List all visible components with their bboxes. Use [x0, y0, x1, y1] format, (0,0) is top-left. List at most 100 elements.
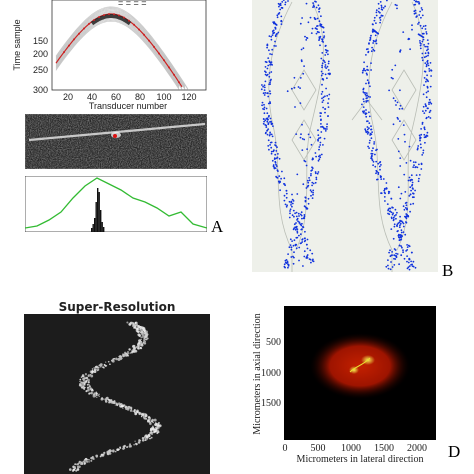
- localization-point: [312, 182, 315, 185]
- localization-point: [278, 4, 281, 6]
- localization-point: [375, 169, 378, 172]
- track-point: [133, 444, 135, 446]
- localization-point: [265, 71, 267, 74]
- localization-point: [368, 43, 370, 45]
- localization-point: [306, 247, 309, 250]
- localization-point: [414, 3, 417, 6]
- localization-point: [276, 16, 279, 19]
- localization-point: [368, 127, 370, 130]
- track-point: [133, 411, 137, 414]
- track-point: [85, 376, 89, 380]
- localization-point: [266, 73, 269, 76]
- localization-point: [418, 2, 420, 5]
- localization-point: [305, 164, 308, 167]
- localization-point: [272, 32, 274, 34]
- localization-point: [299, 87, 301, 89]
- track-point: [139, 346, 143, 350]
- localization-point: [303, 65, 305, 67]
- hyperbola-trace: [55, 20, 180, 90]
- localization-point: [389, 255, 392, 258]
- localization-point: [419, 10, 421, 13]
- localization-point: [278, 157, 281, 160]
- track-point: [86, 460, 89, 463]
- track-point: [152, 427, 155, 431]
- localization-point: [272, 125, 274, 127]
- localization-point: [327, 106, 330, 108]
- track-point: [137, 341, 141, 345]
- track-point: [99, 363, 103, 367]
- hyperbola-trace: [55, 8, 186, 87]
- localization-point: [298, 215, 300, 217]
- localization-point: [397, 186, 400, 189]
- localization-point: [267, 139, 270, 142]
- track-point: [138, 334, 141, 338]
- localization-point: [279, 181, 282, 183]
- localization-point: [326, 65, 329, 68]
- localization-point: [365, 97, 368, 100]
- localization-point: [269, 92, 272, 95]
- localization-point: [372, 39, 375, 42]
- localization-point: [292, 200, 295, 202]
- localization-point: [299, 213, 302, 216]
- localization-point: [382, 178, 385, 180]
- localization-point: [285, 205, 288, 208]
- localization-point: [327, 60, 330, 63]
- localization-point: [266, 129, 269, 132]
- track-point: [78, 461, 82, 464]
- localization-point: [419, 136, 422, 139]
- localization-point: [289, 244, 292, 247]
- track-point: [97, 394, 99, 396]
- track-point: [135, 346, 138, 349]
- track-point: [111, 449, 115, 453]
- localization-point: [311, 169, 314, 171]
- localization-point: [326, 123, 328, 125]
- localization-point: [402, 225, 405, 228]
- hyperbola-marker: [168, 66, 170, 69]
- localization-point: [379, 1, 382, 3]
- localization-point: [269, 53, 271, 55]
- localization-point: [385, 187, 388, 189]
- localization-point: [271, 64, 273, 66]
- localization-point: [407, 38, 410, 41]
- localization-point: [281, 7, 284, 9]
- localization-point: [323, 60, 325, 62]
- localization-point: [299, 136, 302, 139]
- track-point: [93, 367, 95, 369]
- localization-point: [402, 31, 405, 33]
- track-point: [87, 374, 90, 378]
- localization-point: [318, 20, 321, 23]
- localization-point: [267, 118, 269, 121]
- localization-point: [389, 268, 392, 271]
- localization-point: [390, 228, 393, 231]
- localization-point: [421, 154, 424, 156]
- localization-point: [301, 17, 303, 19]
- localization-point: [309, 16, 312, 19]
- panel-a: = = = = 150 200 250 300 Time sample 20 4…: [0, 0, 230, 240]
- histogram-bar: [98, 192, 100, 232]
- localization-point: [302, 217, 305, 220]
- hyperbola-marker: [178, 81, 180, 84]
- localization-point: [426, 74, 428, 77]
- localization-point: [362, 69, 364, 72]
- localization-point: [402, 249, 404, 252]
- localization-point: [399, 215, 401, 218]
- localization-point: [413, 196, 415, 199]
- localization-point: [423, 112, 426, 114]
- localization-point: [429, 85, 432, 88]
- localization-point: [425, 65, 428, 68]
- track-point: [153, 430, 157, 433]
- localization-point: [261, 101, 264, 104]
- localization-point: [287, 265, 290, 267]
- localization-point: [410, 178, 413, 181]
- x-tick-label: 120: [181, 92, 196, 102]
- localization-point: [269, 117, 272, 120]
- localization-point: [395, 252, 397, 255]
- localization-point: [398, 263, 400, 266]
- localization-point: [290, 256, 293, 258]
- track-point: [114, 404, 116, 406]
- yellow-trace: [349, 357, 371, 373]
- localization-point: [393, 248, 396, 250]
- localization-point: [327, 115, 329, 117]
- localization-point: [362, 87, 365, 90]
- localization-point: [298, 234, 300, 237]
